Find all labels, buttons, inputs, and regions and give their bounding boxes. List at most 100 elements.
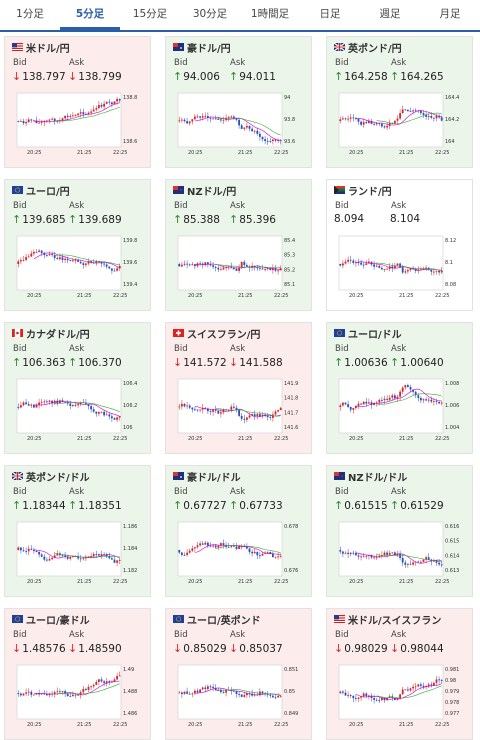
rate-card[interactable]: 米ドル/円 Bid Ask ↓138.797 ↓138.799 138.8 138.6 20:… xyxy=(4,36,151,168)
rate-card[interactable]: 豪ドル/ドル Bid Ask ↑0.67727 ↑0.67733 0.678 0.676 20… xyxy=(165,465,312,597)
pair-name[interactable]: ユーロ/円 xyxy=(26,187,70,198)
trend-arrow-icon: ↑ xyxy=(68,213,78,226)
candle-body xyxy=(183,263,186,265)
y-tick-label: 0.614 xyxy=(445,553,459,559)
candle-body xyxy=(245,125,248,128)
price-chart[interactable]: 0.851 0.85 0.849 20:25 21:25 22:25 xyxy=(170,663,304,729)
candle-body xyxy=(97,411,100,414)
candle-body xyxy=(396,396,399,399)
candle-body xyxy=(367,695,370,697)
candle-body xyxy=(40,401,43,403)
tab-5[interactable]: 日足 xyxy=(319,8,341,20)
rate-card[interactable]: 豪ドル/円 Bid Ask ↑94.006 ↑94.011 94 93.8 93.6 20:25… xyxy=(165,36,312,168)
us-flag-icon xyxy=(334,615,345,623)
moving-average-line-1 xyxy=(194,544,281,555)
rate-card[interactable]: ユーロ/英ポンド Bid Ask ↓0.85029 ↓0.85037 0.851 0.85 0… xyxy=(165,608,312,740)
price-chart[interactable]: 139.8 139.6 139.4 20:25 21:25 22:25 xyxy=(9,234,143,300)
candle-body xyxy=(103,263,106,265)
pair-name[interactable]: ユーロ/英ポンド xyxy=(187,616,261,627)
pair-name[interactable]: 米ドル/円 xyxy=(26,44,70,55)
candle-body xyxy=(95,108,98,110)
tab-4[interactable]: 1時間足 xyxy=(250,8,290,20)
rate-card[interactable]: カナダドル/円 Bid Ask ↑106.363 ↑106.370 106.4 106.2 1… xyxy=(4,322,151,454)
chart-plot-area xyxy=(177,92,283,148)
rate-card[interactable]: 英ポンド/円 Bid Ask ↑164.258 ↑164.265 164.4 164.2 16… xyxy=(326,36,473,168)
rate-card[interactable]: スイスフラン/円 Bid Ask ↓141.572 ↓141.588 141.9 141.8… xyxy=(165,322,312,454)
candle-body xyxy=(235,268,238,271)
candle-body xyxy=(230,545,233,547)
candle-body xyxy=(440,564,443,566)
rate-card[interactable]: ランド/円 Bid Ask 8.094 8.104 8.12 8.1 8.08 20:25 21:… xyxy=(326,179,473,311)
candle-body xyxy=(373,123,376,125)
price-chart[interactable]: 141.9 141.8 141.7 141.6 20:25 21:25 22:25 xyxy=(170,377,304,443)
candle-body xyxy=(266,415,269,418)
price-chart[interactable]: 1.186 1.184 1.182 20:25 21:25 22:25 xyxy=(9,520,143,586)
candle-body xyxy=(56,121,59,122)
price-chart[interactable]: 0.616 0.615 0.614 0.613 20:25 21:25 22:25 xyxy=(331,520,465,586)
pair-name[interactable]: 豪ドル/円 xyxy=(187,44,231,55)
rate-card[interactable]: ユーロ/豪ドル Bid Ask ↓1.48576 ↓1.48590 1.49 1.488 1.… xyxy=(4,608,151,740)
rate-card[interactable]: ユーロ/ドル Bid Ask ↑1.00636 ↑1.00640 1.008 1.006 1.… xyxy=(326,322,473,454)
candle-body xyxy=(266,141,269,142)
x-tick-label: 20:25 xyxy=(27,579,41,585)
price-chart[interactable]: 94 93.8 93.6 20:25 21:25 22:25 xyxy=(170,91,304,157)
x-tick-label: 21:25 xyxy=(77,579,91,585)
pair-name[interactable]: スイスフラン/円 xyxy=(187,330,261,341)
price-chart[interactable]: 0.981 0.98 0.979 0.978 0.977 20:25 21:25 22:25 xyxy=(331,663,465,729)
rate-card[interactable]: ユーロ/円 Bid Ask ↑139.685 ↑139.689 139.8 139.6 139… xyxy=(4,179,151,311)
pair-name[interactable]: 英ポンド/ドル xyxy=(26,473,90,484)
candle-body xyxy=(79,558,82,560)
candle-body xyxy=(367,261,370,264)
pair-name[interactable]: カナダドル/円 xyxy=(26,330,90,341)
bid-value: ↑0.67727 xyxy=(173,499,227,512)
price-chart[interactable]: 0.678 0.676 20:25 21:25 22:25 xyxy=(170,520,304,586)
candle-body xyxy=(97,554,100,556)
candle-body xyxy=(373,557,376,559)
rate-card[interactable]: 英ポンド/ドル Bid Ask ↑1.18344 ↑1.18351 1.186 1.184 1… xyxy=(4,465,151,597)
pair-name[interactable]: 英ポンド/円 xyxy=(348,44,402,55)
price-chart[interactable]: 1.49 1.488 1.486 20:25 21:25 22:25 xyxy=(9,663,143,729)
candle-body xyxy=(378,265,381,268)
price-chart[interactable]: 106.4 106.2 106 20:25 21:25 22:25 xyxy=(9,377,143,443)
y-tick-label: 0.978 xyxy=(445,700,459,706)
candle-body xyxy=(110,558,113,560)
pair-name[interactable]: NZドル/ドル xyxy=(348,473,408,484)
price-chart[interactable]: 85.4 85.3 85.2 85.1 20:25 21:25 22:25 xyxy=(170,234,304,300)
candle-body xyxy=(425,557,428,560)
candle-body xyxy=(432,117,435,119)
tab-1[interactable]: 5分足 xyxy=(60,0,120,30)
candle-body xyxy=(383,398,386,401)
tab-2[interactable]: 15分足 xyxy=(132,8,168,20)
pair-name[interactable]: 豪ドル/ドル xyxy=(187,473,241,484)
tab-0[interactable]: 1分足 xyxy=(16,8,44,20)
candle-body xyxy=(214,688,217,691)
tab-7[interactable]: 月足 xyxy=(439,8,461,20)
candle-body xyxy=(401,387,404,392)
pair-name[interactable]: NZドル/円 xyxy=(187,187,237,198)
candle-body xyxy=(360,696,363,698)
tab-6[interactable]: 週足 xyxy=(379,8,401,20)
pair-name[interactable]: ユーロ/ドル xyxy=(348,330,402,341)
rate-card[interactable]: 米ドル/スイスフラン Bid Ask ↓0.98029 ↓0.98044 0.981 0.9… xyxy=(326,608,473,740)
tab-3[interactable]: 30分足 xyxy=(192,8,228,20)
pair-name[interactable]: ユーロ/豪ドル xyxy=(26,616,90,627)
candle-body xyxy=(378,123,381,124)
candle-body xyxy=(58,257,61,260)
candle-body xyxy=(360,262,363,265)
rate-card[interactable]: NZドル/ドル Bid Ask ↑0.61515 ↑0.61529 0.616 0.615 0… xyxy=(326,465,473,597)
price-chart[interactable]: 8.12 8.1 8.08 20:25 21:25 22:25 xyxy=(331,234,465,300)
rate-card[interactable]: NZドル/円 Bid Ask ↑85.388 ↑85.396 85.4 85.3 85.2 85… xyxy=(165,179,312,311)
candle-body xyxy=(406,270,409,272)
bid-label: Bid xyxy=(174,344,188,354)
candle-body xyxy=(404,109,407,111)
candle-body xyxy=(401,109,404,114)
price-chart[interactable]: 164.4 164.2 164 20:25 21:25 22:25 xyxy=(331,91,465,157)
candle-body xyxy=(341,118,344,120)
pair-name[interactable]: ランド/円 xyxy=(348,187,392,198)
candle-body xyxy=(22,550,25,552)
pair-name[interactable]: 米ドル/スイスフラン xyxy=(348,616,442,627)
price-chart[interactable]: 138.8 138.6 20:25 21:25 22:25 xyxy=(9,91,143,157)
candle-body xyxy=(32,549,35,552)
price-chart[interactable]: 1.008 1.006 1.004 20:25 21:25 22:25 xyxy=(331,377,465,443)
trend-arrow-icon: ↑ xyxy=(229,499,239,512)
